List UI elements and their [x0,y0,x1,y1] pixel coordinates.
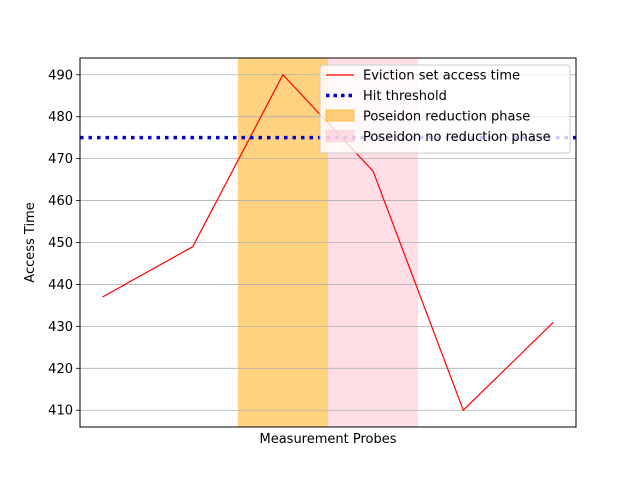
legend: Eviction set access time Hit threshold Pos… [319,64,571,154]
y-tick-label-470: 470 [48,152,73,167]
legend-label-eviction-set-access-time: Eviction set access time [363,69,520,84]
y-tick-label-420: 420 [48,362,73,377]
y-tick-label-460: 460 [48,194,73,209]
y-tick-label-480: 480 [48,110,73,125]
legend-label-poseidon-no-reduction-phase: Poseidon no reduction phase [363,130,551,145]
x-axis-label: Measurement Probes [259,432,396,447]
legend-swatch-poseidon-no-reduction-phase [325,130,355,142]
y-axis-label: Access Time [23,202,38,282]
y-tick-label-410: 410 [48,404,73,419]
legend-label-hit-threshold: Hit threshold [363,89,447,104]
legend-box [319,64,571,154]
y-tick-label-430: 430 [48,320,73,335]
y-tick-label-450: 450 [48,236,73,251]
legend-label-poseidon-reduction-phase: Poseidon reduction phase [363,110,530,125]
y-tick-label-490: 490 [48,68,73,83]
y-axis-ticks: 410 420 430 440 450 460 470 480 490 [48,68,80,419]
legend-swatch-poseidon-reduction-phase [325,109,355,122]
y-tick-label-440: 440 [48,278,73,293]
